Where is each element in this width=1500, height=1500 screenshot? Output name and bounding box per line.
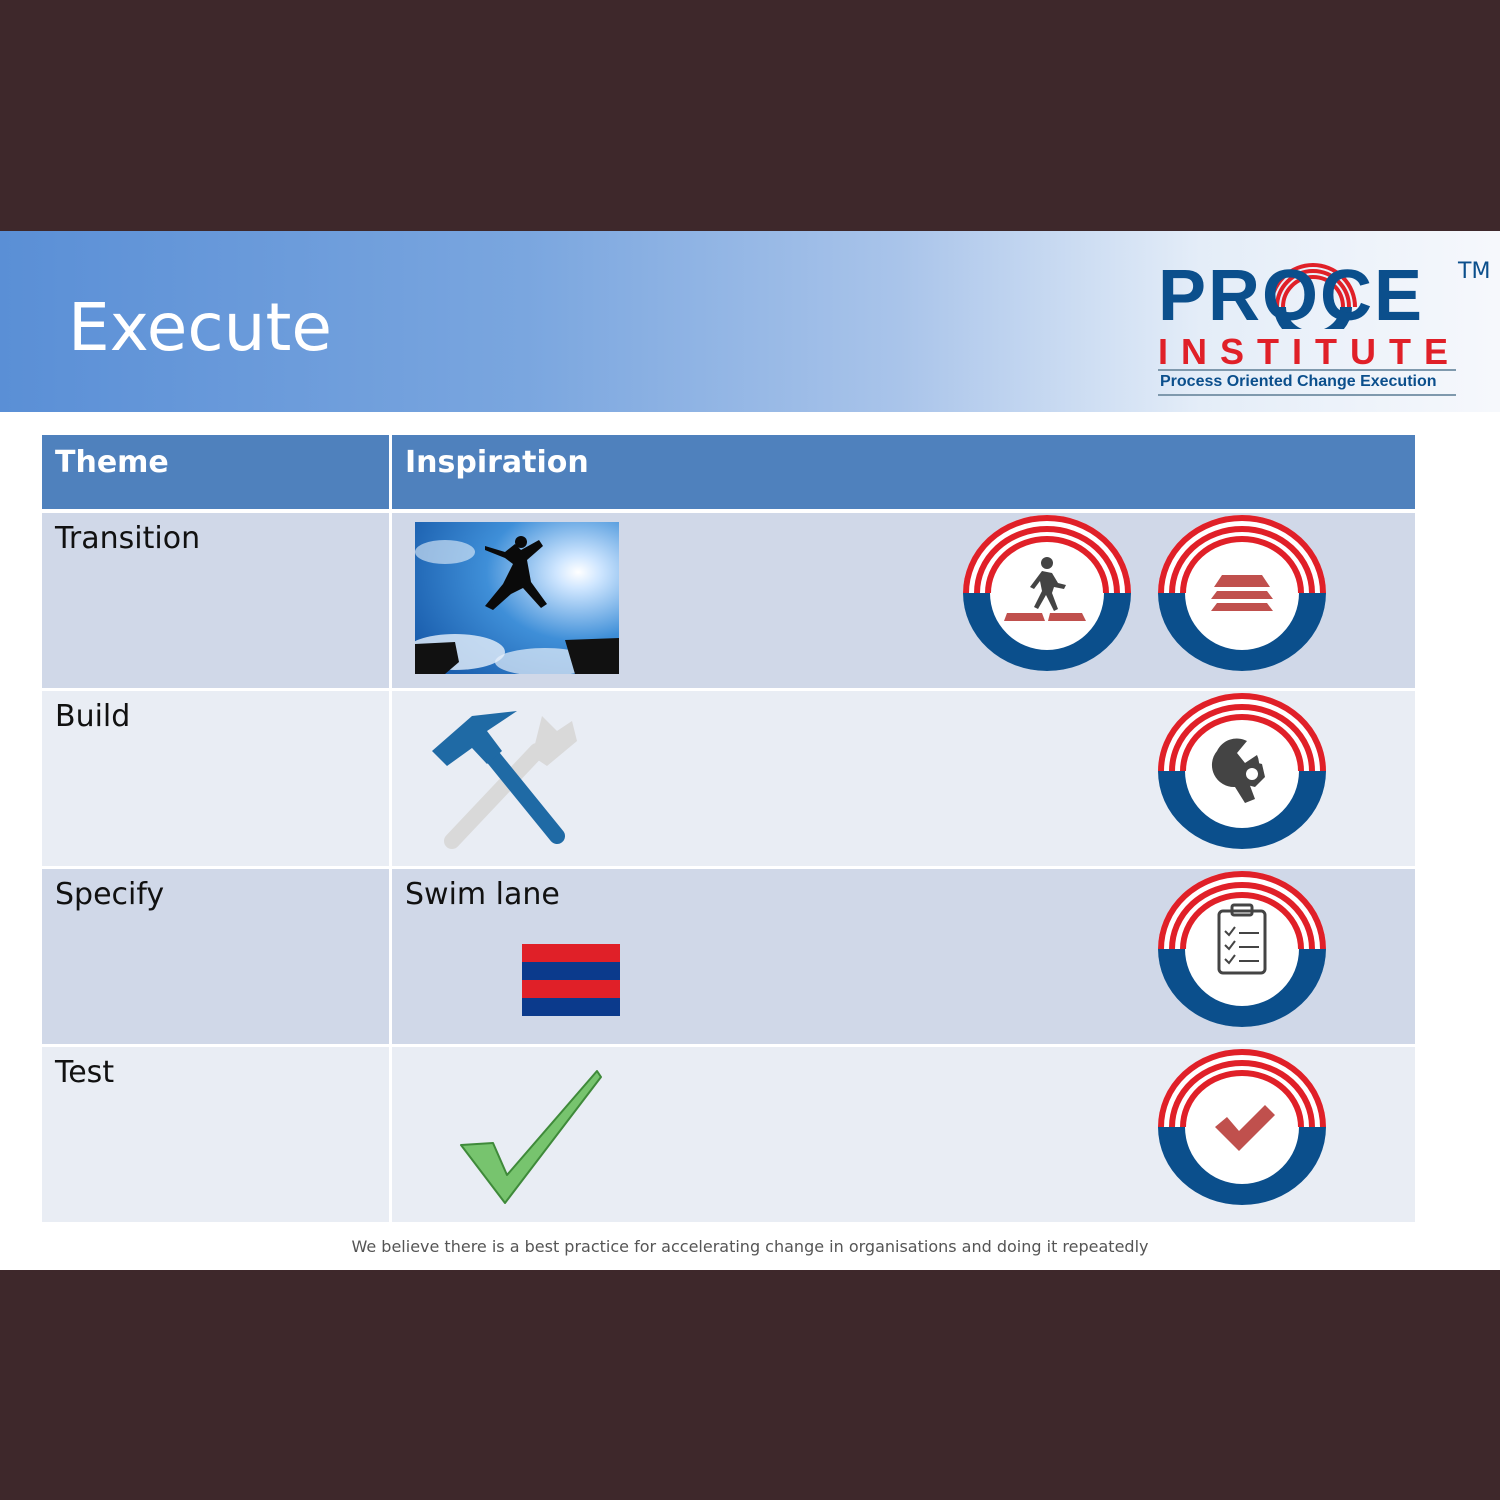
footer-text: We believe there is a best practice for … (351, 1237, 1149, 1256)
theme-cell: Build (42, 691, 389, 866)
logo-institute: INSTITUTE (1158, 331, 1461, 372)
logo-tagline: Process Oriented Change Execution (1158, 369, 1456, 396)
swim-lane-label: Swim lane (405, 877, 560, 912)
badge-checkmark (1157, 1047, 1327, 1207)
wrench-nut-icon (1211, 738, 1265, 803)
inspiration-cell: Swim lane (392, 869, 1415, 1044)
badge-walking-person (962, 513, 1132, 673)
theme-cell: Specify (42, 869, 389, 1044)
jumping-person-photo (415, 522, 619, 674)
badge-clipboard (1157, 869, 1327, 1029)
header-inspiration: Inspiration (392, 435, 1415, 509)
slide: Execute PROCE TM INSTITUTE Process Orien… (0, 231, 1500, 1270)
swim-lane-flag (522, 944, 620, 1016)
badge-icon (1158, 693, 1326, 849)
walking-person-icon (1004, 557, 1086, 621)
header-theme: Theme (42, 435, 389, 509)
clipboard-checklist-icon (1217, 903, 1267, 975)
logo-o-icon (1269, 263, 1357, 329)
checkmark-icon (1215, 1105, 1275, 1151)
badge-icon (1158, 515, 1326, 671)
badge-icon (963, 515, 1131, 671)
inspiration-cell (392, 691, 1415, 866)
layers-icon (1211, 575, 1273, 611)
inspiration-cell (392, 1047, 1415, 1222)
logo-tm: TM (1458, 259, 1491, 284)
badge-wrench-nut (1157, 691, 1327, 851)
green-checkmark-icon (460, 1070, 602, 1204)
title-banner: Execute PROCE TM INSTITUTE Process Orien… (0, 231, 1500, 412)
theme-cell: Transition (42, 513, 389, 688)
logo-brand: PROCE (1158, 256, 1425, 336)
inspiration-cell (392, 513, 1415, 688)
badge-layers (1157, 513, 1327, 673)
badge-icon (1158, 871, 1326, 1027)
hammer-wrench-icon (432, 711, 577, 849)
proce-institute-logo: PROCE TM INSTITUTE Process Oriented Chan… (1158, 249, 1498, 399)
theme-cell: Test (42, 1047, 389, 1222)
slide-title: Execute (68, 289, 332, 366)
badge-icon (1158, 1049, 1326, 1205)
